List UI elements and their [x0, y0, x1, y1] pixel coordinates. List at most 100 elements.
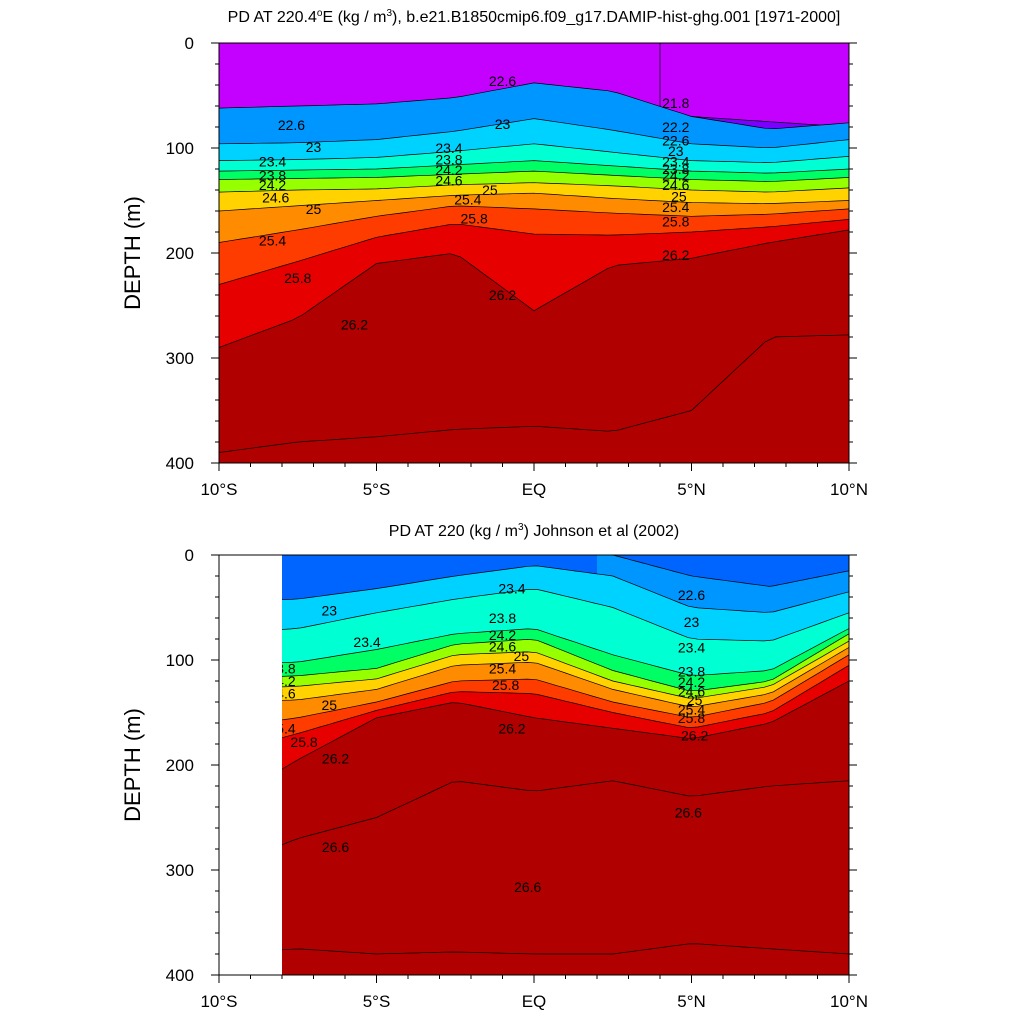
- contour-band-11: [282, 943, 849, 975]
- contour-label: 23.4: [353, 634, 380, 650]
- contour-line-0: [597, 555, 849, 587]
- contour-label: 23.4: [435, 140, 462, 156]
- contour-label: 24.2: [259, 177, 286, 193]
- y-tick-label: 200: [166, 244, 194, 263]
- contour-label: 23: [306, 139, 322, 155]
- contour-label: 25.8: [461, 210, 488, 226]
- x-tick-label: 10°S: [200, 992, 237, 1011]
- contour-line-1: [219, 82, 849, 130]
- no-data-region: [219, 555, 282, 975]
- contour-label: 25.8: [290, 734, 317, 750]
- contour-line-6: [282, 647, 849, 707]
- contour-line-4: [219, 160, 849, 174]
- y-axis-title: DEPTH (m): [120, 196, 145, 310]
- y-tick-label: 100: [166, 139, 194, 158]
- contour-label: 25.8: [284, 270, 311, 286]
- contour-band-10: [282, 780, 849, 975]
- contour-label: 23.8: [489, 610, 516, 626]
- contour-label: 25: [671, 188, 687, 204]
- contour-line-5: [282, 640, 849, 699]
- x-tick-label: 10°S: [200, 480, 237, 499]
- contour-line-4: [282, 633, 849, 692]
- y-tick-label: 100: [166, 651, 194, 670]
- x-tick-label: 5°S: [363, 992, 391, 1011]
- contour-label: 25.4: [678, 701, 705, 717]
- x-tick-label: EQ: [522, 480, 547, 499]
- contour-label: 25: [687, 692, 703, 708]
- contour-line-7: [282, 654, 849, 721]
- contour-label: 23: [495, 116, 511, 132]
- contour-label: 24.2: [489, 627, 516, 643]
- x-tick-label: 5°N: [677, 480, 706, 499]
- contour-line-11: [282, 943, 849, 955]
- contour-line-10: [282, 780, 849, 846]
- contour-label: 24.2: [662, 167, 689, 183]
- contour-label: 26.6: [675, 804, 702, 820]
- contour-label: 24.2: [435, 162, 462, 178]
- contour-line-9: [219, 219, 849, 285]
- contour-label: 24.6: [262, 189, 289, 205]
- contour-label: 23.8: [662, 161, 689, 177]
- contour-line-9: [282, 680, 849, 770]
- contour-line-5: [219, 170, 849, 182]
- y-tick-label: 0: [185, 546, 194, 565]
- chart-title: PD AT 220.4oE (kg / m3), b.e21.B1850cmip…: [228, 8, 841, 26]
- contour-line-10: [219, 229, 849, 348]
- panel-top: 22.622.6232323.423.824.224.62525.425.826…: [120, 8, 868, 499]
- contour-line-2: [282, 589, 849, 642]
- contour-label: 23.8: [678, 664, 705, 680]
- x-tick-label: EQ: [522, 992, 547, 1011]
- contour-line-11: [219, 334, 849, 453]
- contour-label: 25: [306, 201, 322, 217]
- contour-label: 26.2: [498, 720, 525, 736]
- contour-label: 26.2: [662, 247, 689, 263]
- contour-label: 25.4: [454, 191, 481, 207]
- y-tick-label: 400: [166, 966, 194, 985]
- contour-label: 24.6: [489, 638, 516, 654]
- contour-label: 26.2: [681, 728, 708, 744]
- contour-label: 21.8: [662, 95, 689, 111]
- contour-label: 24.6: [662, 177, 689, 193]
- contour-line-2: [219, 118, 849, 149]
- y-tick-label: 300: [166, 349, 194, 368]
- contour-label: 25: [514, 648, 530, 664]
- contour-line-8: [282, 664, 849, 739]
- y-tick-label: 400: [166, 454, 194, 473]
- chart-title: PD AT 220 (kg / m3) Johnson et al (2002): [389, 522, 679, 540]
- contour-label: 25.8: [492, 677, 519, 693]
- contour-line-6: [219, 182, 849, 193]
- contour-label: 22.6: [278, 117, 305, 133]
- contour-label: 23.4: [678, 639, 705, 655]
- contour-label: 23: [321, 603, 337, 619]
- y-tick-label: 0: [185, 34, 194, 53]
- contour-label: 22.6: [678, 587, 705, 603]
- x-tick-label: 5°S: [363, 480, 391, 499]
- y-tick-label: 300: [166, 861, 194, 880]
- contour-label: 22.2: [662, 119, 689, 135]
- contour-label: 23.4: [259, 154, 286, 170]
- contour-label: 25.8: [678, 710, 705, 726]
- y-tick-label: 200: [166, 756, 194, 775]
- contour-label: 26.6: [514, 879, 541, 895]
- contour-label: 26.2: [341, 316, 368, 332]
- x-tick-label: 5°N: [677, 992, 706, 1011]
- contour-label: 23.4: [662, 154, 689, 170]
- contour-line-1: [282, 565, 849, 613]
- contour-label: 25.4: [489, 660, 516, 676]
- contour-band-11: [219, 334, 849, 463]
- contour-band-10: [219, 229, 849, 463]
- contour-label: 24.2: [678, 674, 705, 690]
- panel-bottom: 2323.423.824.224.62525.425.826.226.623.4…: [120, 522, 868, 1011]
- contour-label: 23: [668, 143, 684, 159]
- contour-label: 25.4: [662, 199, 689, 215]
- contour-label: 26.2: [322, 751, 349, 767]
- contour-label: 25.4: [259, 232, 286, 248]
- contour-label: 23: [684, 614, 700, 630]
- contour-label: 25: [482, 182, 498, 198]
- y-axis-title: DEPTH (m): [120, 708, 145, 822]
- contour-label: 22.6: [662, 133, 689, 149]
- contour-label: 23.8: [435, 152, 462, 168]
- contour-line-3: [219, 143, 849, 163]
- contour-line-8: [219, 205, 849, 243]
